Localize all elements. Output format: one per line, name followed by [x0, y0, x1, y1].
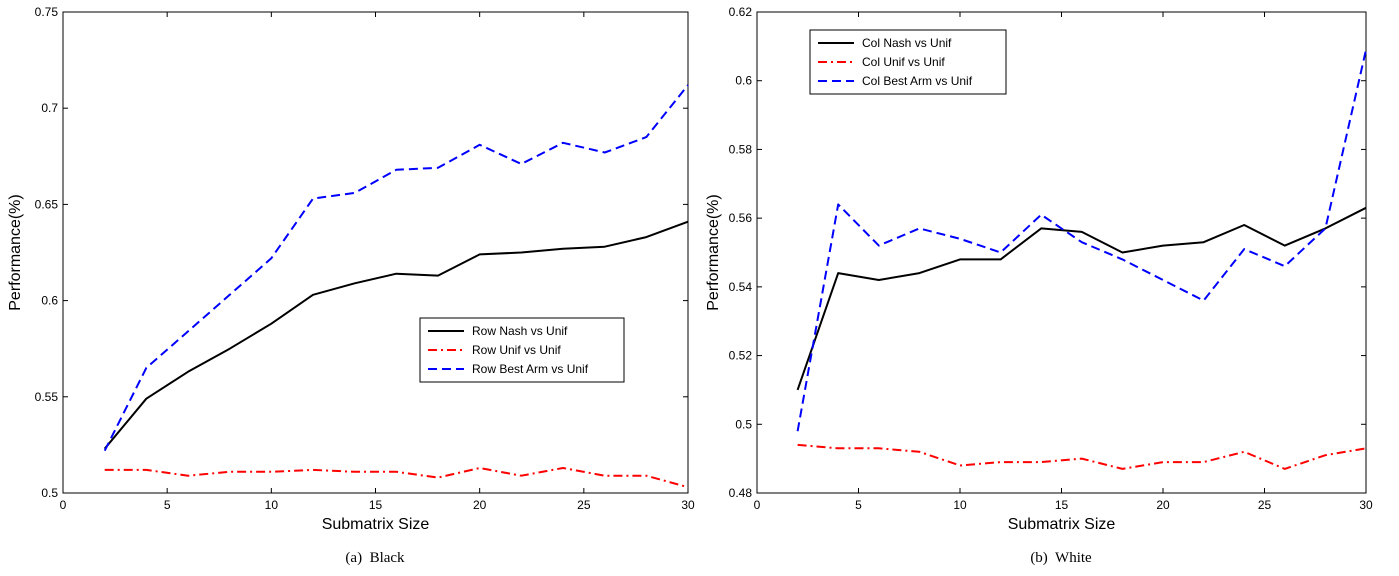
y-tick-label: 0.55: [35, 390, 59, 404]
x-tick-label: 5: [164, 498, 171, 512]
y-tick-label: 0.75: [35, 5, 59, 19]
y-axis-label: Performance(%): [7, 194, 24, 310]
chart-caption: (b) White: [1030, 550, 1092, 566]
x-tick-label: 30: [681, 498, 695, 512]
x-tick-label: 0: [754, 498, 761, 512]
y-tick-label: 0.7: [41, 101, 58, 115]
x-axis-label: Submatrix Size: [1008, 516, 1116, 533]
y-tick-label: 0.62: [729, 5, 753, 19]
y-tick-label: 0.6: [41, 294, 58, 308]
series-line-1: [103, 220, 689, 450]
x-tick-label: 30: [1359, 498, 1373, 512]
x-tick-label: 0: [60, 498, 67, 512]
y-tick-label: 0.52: [729, 349, 753, 363]
y-tick-label: 0.56: [729, 211, 753, 225]
legend-entry: Col Unif vs Unif: [862, 55, 945, 69]
y-tick-label: 0.65: [35, 197, 59, 211]
series-line-3: [796, 49, 1367, 432]
series-line-3: [103, 84, 689, 452]
y-tick-label: 0.54: [729, 280, 753, 294]
y-tick-label: 0.48: [729, 486, 753, 500]
x-tick-label: 10: [953, 498, 967, 512]
x-tick-label: 15: [369, 498, 383, 512]
chart-panel-black: 0 5 10 15 20 25 30 0.5 0.55 0.6 0.65 0.7 0.75 Submatr…: [7, 5, 695, 566]
chart-caption: (a) Black: [345, 550, 405, 566]
legend-entry: Col Best Arm vs Unif: [862, 74, 973, 88]
series-line-1: [796, 206, 1367, 391]
chart-black-svg: 0 5 10 15 20 25 30 0.5 0.55 0.6 0.65 0.7 0.75 Submatr…: [7, 5, 695, 566]
legend-entry: Row Nash vs Unif: [472, 324, 568, 338]
x-axis-label: Submatrix Size: [322, 516, 430, 533]
x-tick-label: 20: [473, 498, 487, 512]
x-tick-label: 5: [855, 498, 862, 512]
x-tick-label: 25: [577, 498, 591, 512]
series-line-2: [104, 467, 689, 489]
y-tick-label: 0.6: [735, 74, 752, 88]
x-tick-label: 10: [265, 498, 279, 512]
legend-entry: Row Best Arm vs Unif: [472, 362, 589, 376]
x-tick-label: 20: [1156, 498, 1170, 512]
chart-panel-white: 0 5 10 15 20 25 30 0.48 0.5 0.52 0.54 0.56 0.58 0.6 0.…: [700, 0, 1399, 576]
y-tick-label: 0.5: [41, 486, 58, 500]
plot-area-black: [62, 11, 689, 494]
x-tick-label: 25: [1258, 498, 1272, 512]
series-line-2: [797, 443, 1367, 470]
chart-white-svg: 0 5 10 15 20 25 30 0.48 0.5 0.52 0.54 0.56 0.58 0.6 0.…: [705, 5, 1373, 566]
legend-entry: Row Unif vs Unif: [472, 343, 561, 357]
y-tick-label: 0.58: [729, 142, 753, 156]
y-tick-label: 0.5: [735, 417, 752, 431]
y-axis-label: Performance(%): [705, 194, 722, 310]
legend-entry: Col Nash vs Unif: [862, 36, 952, 50]
x-tick-label: 15: [1055, 498, 1069, 512]
